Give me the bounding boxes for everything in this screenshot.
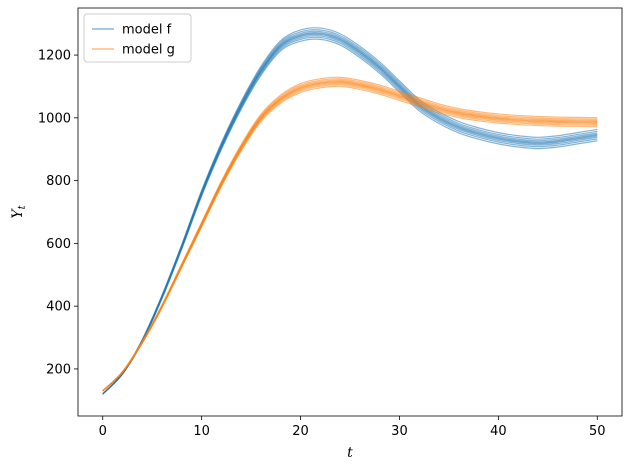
y-tick-label: 400 [46, 300, 71, 315]
series-model-g [102, 76, 598, 392]
x-tick-label: 40 [490, 424, 507, 439]
y-tick-label: 200 [46, 362, 71, 377]
x-tick-label: 20 [292, 424, 309, 439]
y-tick-label: 1000 [38, 111, 71, 126]
legend-label: model g [122, 43, 175, 58]
y-tick-label: 800 [46, 174, 71, 189]
x-tick-label: 0 [99, 424, 107, 439]
y-axis-label-subscript: t [17, 204, 28, 209]
x-tick-label: 30 [391, 424, 408, 439]
x-axis-label: t [347, 445, 353, 461]
series-model-f [102, 27, 598, 395]
series-line [102, 76, 598, 392]
series-layer [102, 27, 598, 395]
y-axis-label: Yt [10, 204, 28, 218]
legend-box [83, 13, 192, 63]
legend: model f model g [83, 13, 192, 63]
y-axis-label-main: Y [10, 208, 26, 219]
plot-frame [77, 7, 623, 417]
x-tick-label: 50 [589, 424, 606, 439]
y-axis: 200 400 600 800 1000 1200 [38, 49, 78, 377]
y-tick-label: 1200 [38, 49, 71, 64]
x-axis: 0 10 20 30 40 50 [99, 416, 606, 439]
legend-label: model f [122, 23, 172, 38]
y-tick-label: 600 [46, 237, 71, 252]
series-line [102, 27, 598, 395]
x-tick-label: 10 [193, 424, 210, 439]
